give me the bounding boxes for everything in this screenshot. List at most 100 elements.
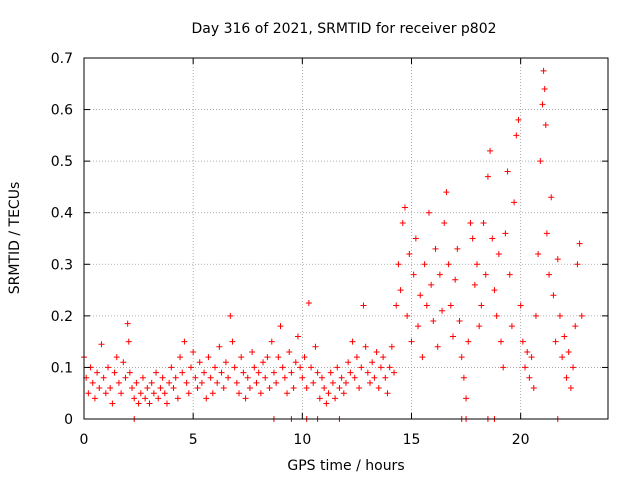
data-point (365, 370, 371, 376)
data-point (415, 323, 421, 329)
data-point (546, 272, 552, 278)
data-point (426, 210, 432, 216)
data-point (227, 313, 233, 319)
data-point (267, 385, 273, 391)
data-point (540, 101, 546, 107)
data-point (149, 380, 155, 386)
data-point (295, 333, 301, 339)
data-point (485, 174, 491, 180)
data-point (435, 344, 441, 350)
data-point (376, 385, 382, 391)
data-point (369, 359, 375, 365)
data-point (380, 354, 386, 360)
data-point (543, 122, 549, 128)
data-point (557, 313, 563, 319)
data-point (162, 390, 168, 396)
data-point (481, 220, 487, 226)
data-point (107, 385, 113, 391)
y-tick-label: 0.1 (51, 360, 73, 376)
data-point (419, 354, 425, 360)
y-tick-label: 0 (64, 412, 73, 428)
data-point (125, 321, 131, 327)
data-point (332, 395, 338, 401)
y-tick-label: 0.2 (51, 309, 73, 325)
data-point (564, 375, 570, 381)
data-point (343, 380, 349, 386)
y-tick-label: 0.4 (51, 206, 73, 222)
data-point (304, 385, 310, 391)
data-point (310, 380, 316, 386)
data-point (256, 370, 262, 376)
data-point (101, 375, 107, 381)
data-point (518, 303, 524, 309)
data-point (454, 246, 460, 252)
data-point (561, 333, 567, 339)
data-point (350, 339, 356, 345)
data-point (258, 390, 264, 396)
data-point (147, 401, 153, 407)
data-point (177, 354, 183, 360)
data-point (249, 349, 255, 355)
data-point (428, 282, 434, 288)
x-axis-label: GPS time / hours (287, 458, 404, 474)
data-point (184, 380, 190, 386)
data-point (280, 364, 286, 370)
data-point (374, 349, 380, 355)
data-point (105, 364, 111, 370)
data-point (299, 375, 305, 381)
data-point (446, 261, 452, 267)
data-point (328, 370, 334, 376)
data-point (522, 364, 528, 370)
data-point (321, 385, 327, 391)
data-point (472, 282, 478, 288)
data-point (568, 385, 574, 391)
data-point (293, 359, 299, 365)
data-point (572, 323, 578, 329)
data-point (378, 364, 384, 370)
data-point (260, 359, 266, 365)
data-point (253, 380, 259, 386)
data-point (92, 395, 98, 401)
data-point (356, 385, 362, 391)
data-point (470, 236, 476, 242)
data-point (513, 132, 519, 138)
data-point (286, 349, 292, 355)
data-point (219, 370, 225, 376)
data-point (448, 303, 454, 309)
data-point (404, 313, 410, 319)
data-point (94, 370, 100, 376)
data-point (114, 354, 120, 360)
data-point (282, 375, 288, 381)
data-point (234, 380, 240, 386)
data-point (208, 375, 214, 381)
data-point (312, 344, 318, 350)
data-point (269, 339, 275, 345)
data-point (509, 323, 515, 329)
data-point (465, 339, 471, 345)
data-point (559, 354, 565, 360)
data-point (354, 354, 360, 360)
data-point (330, 380, 336, 386)
data-point (443, 189, 449, 195)
data-point (199, 380, 205, 386)
data-point (275, 354, 281, 360)
data-point (262, 375, 268, 381)
data-point (120, 359, 126, 365)
data-point (424, 303, 430, 309)
data-point (553, 339, 559, 345)
data-point (457, 318, 463, 324)
data-point (271, 370, 277, 376)
data-point (433, 246, 439, 252)
data-point (116, 380, 122, 386)
data-point (437, 272, 443, 278)
data-point (402, 205, 408, 211)
data-point (409, 339, 415, 345)
data-point (489, 236, 495, 242)
data-point (236, 390, 242, 396)
data-point (181, 339, 187, 345)
data-point (98, 341, 104, 347)
data-point (155, 395, 161, 401)
data-point (570, 364, 576, 370)
data-point (476, 323, 482, 329)
data-point (439, 308, 445, 314)
